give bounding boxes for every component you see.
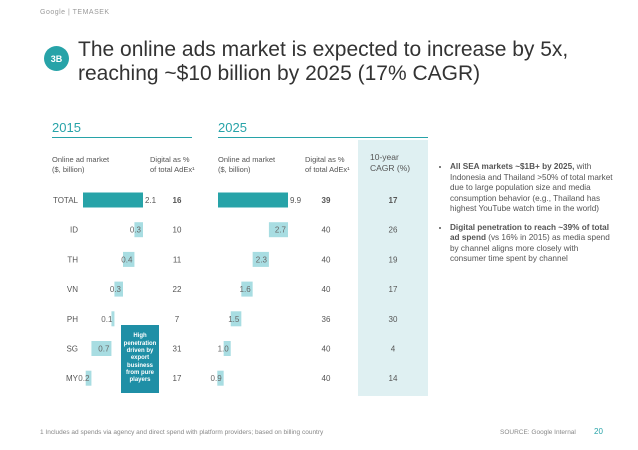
- cagr-column-band: [358, 140, 428, 396]
- bar-2015-bar-ph: [111, 311, 115, 327]
- bar-2025-value-label-my: 0.9: [211, 374, 223, 383]
- footnote: 1 Includes ad spends via agency and dire…: [40, 429, 324, 436]
- row-label-sg: SG: [66, 345, 78, 354]
- bar-2015-value-label-total: 2.1: [145, 196, 157, 205]
- digital-2025-ph: 36: [322, 315, 331, 324]
- bar-2025-value-label-th: 2.3: [256, 255, 268, 264]
- digital-2025-sg: 40: [322, 345, 331, 354]
- digital-2025-total: 39: [322, 196, 331, 205]
- bar-2015-bar-total: [83, 192, 143, 208]
- bar-2025-bar-vn: [241, 281, 253, 297]
- brand-header: Google | TEMASEK: [40, 9, 110, 16]
- digital-2025-my: 40: [322, 374, 331, 383]
- year-2015-rule: [52, 137, 192, 138]
- digital-2015-vn: 22: [173, 285, 182, 294]
- cagr-sg: 4: [391, 345, 396, 354]
- digital-2025-vn: 40: [322, 285, 331, 294]
- bar-2015-bar-my: [85, 370, 92, 386]
- bar-2015-value-label-vn: 0.3: [110, 285, 122, 294]
- row-label-id: ID: [70, 226, 78, 235]
- digital-2025-th: 40: [322, 255, 331, 264]
- row-label-total: TOTAL: [53, 196, 79, 205]
- col-header-digital-2025: Digital as % of total AdEx¹: [305, 155, 350, 174]
- bar-2025-bar-ph: [230, 311, 242, 327]
- bullet-1: All SEA markets ~$1B+ by 2025, with Indo…: [450, 162, 615, 215]
- digital-2015-th: 11: [173, 255, 182, 264]
- page-title: The online ads market is expected to inc…: [78, 38, 569, 85]
- source-note: SOURCE: Google Internal: [500, 429, 576, 436]
- section-badge: 3B: [44, 46, 69, 71]
- row-label-vn: VN: [67, 285, 78, 294]
- row-label-my: MY: [66, 374, 79, 383]
- bar-2015-value-label-th: 0.4: [121, 255, 133, 264]
- page-number: 20: [594, 427, 603, 436]
- bar-2015-bar-id: [134, 222, 143, 238]
- cagr-ph: 30: [389, 315, 398, 324]
- bar-2015-value-label-ph: 0.1: [101, 315, 113, 324]
- digital-2015-id: 10: [173, 226, 182, 235]
- bar-2025-bar-id: [268, 222, 288, 238]
- row-label-th: TH: [67, 255, 78, 264]
- year-2015-label: 2015: [52, 120, 81, 135]
- cagr-vn: 17: [389, 285, 398, 294]
- bar-2025-bar-my: [217, 370, 224, 386]
- bar-2025-value-label-id: 2.7: [275, 226, 287, 235]
- digital-2015-sg: 31: [173, 345, 182, 354]
- bar-2015-value-label-id: 0.3: [130, 226, 142, 235]
- digital-2015-ph: 7: [175, 315, 180, 324]
- cagr-th: 19: [389, 255, 398, 264]
- bar-2025-value-label-ph: 1.5: [228, 315, 240, 324]
- digital-2015-my: 17: [173, 374, 182, 383]
- digital-2025-id: 40: [322, 226, 331, 235]
- year-2025-label: 2025: [218, 120, 247, 135]
- row-label-ph: PH: [67, 315, 78, 324]
- col-header-digital-2015: Digital as % of total AdEx¹: [150, 155, 195, 174]
- bar-2025-bar-sg: [223, 341, 231, 356]
- bar-2015-bar-sg: [91, 341, 112, 356]
- bullet-2: Digital penetration to reach ~39% of tot…: [450, 223, 615, 265]
- digital-2015-total: 16: [173, 196, 182, 205]
- bar-2015-value-label-sg: 0.7: [98, 345, 110, 354]
- col-header-market-2025: Online ad market ($, billion): [218, 155, 276, 174]
- bar-2025-value-label-vn: 1.6: [240, 285, 252, 294]
- col-header-cagr: 10-year CAGR (%): [370, 152, 411, 173]
- key-takeaways: All SEA markets ~$1B+ by 2025, with Indo…: [440, 162, 615, 273]
- bar-2025-bar-th: [252, 251, 269, 267]
- bar-2015-bar-vn: [114, 281, 123, 297]
- cagr-total: 17: [389, 196, 398, 205]
- bar-2025-value-label-total: 9.9: [290, 196, 302, 205]
- col-header-market-2015: Online ad market ($, billion): [52, 155, 110, 174]
- year-2025-rule: [218, 137, 428, 138]
- bar-2025-bar-total: [218, 192, 288, 208]
- bar-2015-value-label-my: 0.2: [78, 374, 90, 383]
- bar-2015-bar-th: [123, 251, 135, 267]
- cagr-my: 14: [389, 374, 398, 383]
- cagr-id: 26: [389, 226, 398, 235]
- bar-2025-value-label-sg: 1.0: [218, 345, 230, 354]
- callout-box: High penetration driven by export business f…: [121, 325, 159, 393]
